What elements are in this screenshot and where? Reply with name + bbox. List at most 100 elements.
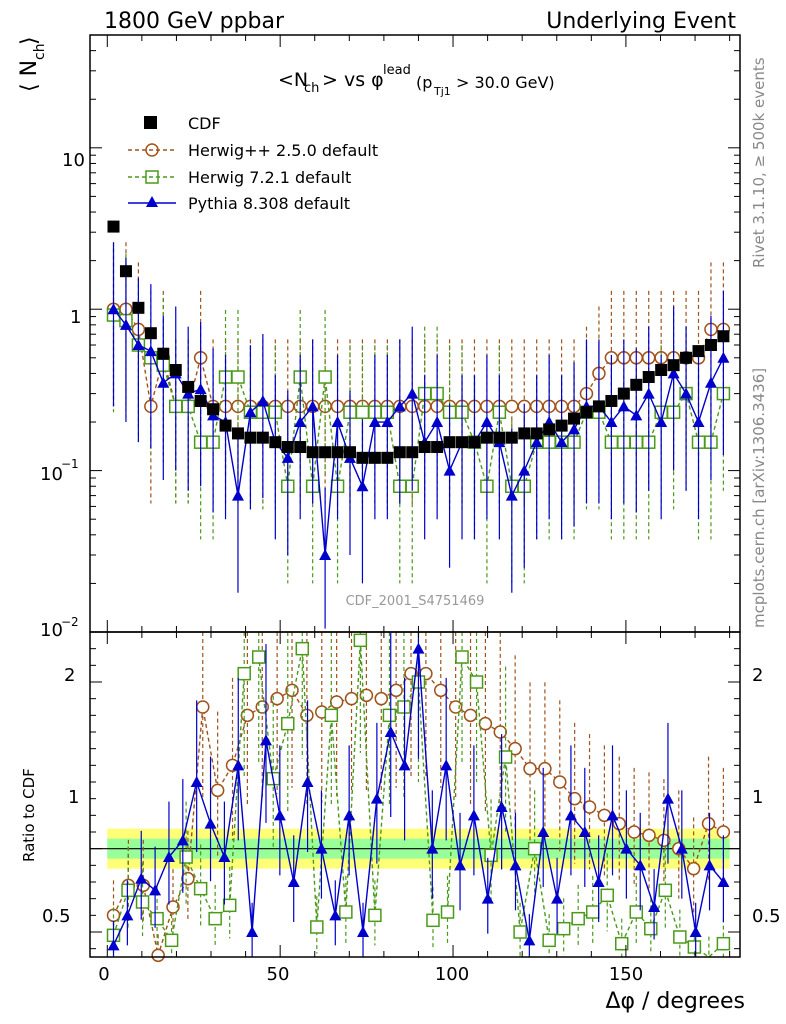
ratio-point-herwigpp (389, 683, 403, 698)
data-point-pythia (704, 376, 717, 388)
ratio-point-herwig7 (426, 913, 440, 928)
ratio-point-herwig7 (339, 905, 353, 919)
ratio-point-herwig7 (469, 675, 484, 689)
data-point-herwigpp (505, 399, 519, 414)
ratio-point-herwigpp (448, 700, 463, 714)
data-point-pythia (393, 400, 406, 412)
ratio-point-pythia (634, 859, 647, 871)
ratio-point-pythia (218, 851, 231, 862)
series-layer (106, 220, 731, 963)
ratio-point-pythia (315, 842, 328, 854)
ratio-point-pythia (301, 776, 314, 787)
data-point-pythia (119, 318, 132, 330)
axis-ticks (90, 34, 740, 957)
x-tick-label-100: 100 (435, 964, 469, 985)
ratio-point-herwig7 (527, 841, 542, 856)
ratio-point-herwig7 (687, 940, 702, 954)
data-point-pythia (518, 464, 531, 476)
ratio-point-pythia (121, 909, 134, 921)
data-point-cdf (431, 441, 444, 454)
series-cdf (107, 220, 730, 464)
ratio-point-herwigpp (523, 761, 537, 776)
ratio-point-pythia (537, 826, 550, 837)
ratio-point-pythia (592, 876, 605, 887)
data-point-pythia (368, 416, 381, 428)
data-point-pythia (157, 376, 170, 388)
ratio-point-herwig7 (556, 921, 571, 936)
ratio-point-pythia (578, 826, 591, 837)
data-point-cdf (344, 446, 356, 459)
data-point-cdf (480, 431, 493, 444)
ratio-point-herwigpp (582, 800, 597, 814)
ratio-y-axis-label: Ratio to CDF (20, 768, 38, 862)
ratio-point-pythia (467, 809, 480, 821)
title-tail: > 30.0 GeV) (456, 73, 555, 92)
data-point-cdf (443, 436, 456, 449)
ratio-point-pythia (232, 759, 245, 771)
ratio-point-pythia (204, 817, 217, 829)
main-y-tick-label-0p1: 10 (40, 464, 63, 485)
data-point-cdf (655, 364, 668, 377)
data-point-pythia (568, 423, 581, 435)
x-axis-label: Δφ / degrees (605, 989, 745, 1014)
ratio-point-pythia (107, 939, 120, 951)
ratio-y-tick-label-1-right: 1 (752, 787, 763, 808)
data-point-herwig7 (231, 370, 245, 384)
data-point-cdf (630, 378, 643, 391)
ratio-point-pythia (246, 926, 259, 937)
data-point-pythia (381, 416, 394, 428)
ratio-point-pythia (509, 859, 522, 871)
ratio-point-herwigpp (538, 761, 552, 776)
ratio-point-herwig7 (455, 650, 469, 664)
title-sub-ch: ch (304, 81, 319, 96)
main-y-tick-label-0p1-exp: −1 (61, 457, 79, 471)
svg-text:⟩: ⟩ (17, 36, 42, 45)
ratio-point-pythia (259, 734, 272, 746)
ratio-point-pythia (370, 792, 383, 804)
data-point-pythia (617, 400, 630, 412)
data-point-cdf (518, 427, 531, 440)
ratio-point-pythia (564, 809, 577, 821)
data-point-cdf (182, 380, 195, 393)
ratio-point-herwigpp (493, 725, 508, 739)
ratio-point-herwig7 (281, 716, 295, 731)
data-point-pythia (530, 436, 543, 448)
ratio-point-herwigpp (181, 871, 195, 886)
data-point-pythia (319, 548, 332, 560)
ratio-point-pythia (717, 876, 730, 887)
data-point-cdf (617, 387, 630, 400)
ratio-point-pythia (162, 851, 175, 862)
data-point-cdf (281, 441, 294, 454)
ratio-point-herwig7 (222, 898, 237, 913)
title-mid: > vs φ (322, 69, 384, 91)
ratio-point-pythia (523, 934, 536, 946)
ratio-y-tick-label-2-right: 2 (752, 665, 763, 686)
ratio-point-herwig7 (440, 905, 455, 919)
data-point-cdf (119, 265, 132, 278)
data-point-cdf (692, 345, 705, 358)
data-point-cdf (704, 339, 717, 352)
ratio-point-herwigpp (196, 700, 210, 714)
ratio-point-herwig7 (397, 700, 411, 714)
data-point-pythia (107, 303, 120, 315)
data-point-cdf (530, 427, 543, 440)
data-point-cdf (244, 431, 257, 444)
ratio-point-pythia (495, 801, 508, 812)
ratio-point-herwig7 (716, 936, 731, 951)
data-point-pythia (194, 383, 207, 395)
data-point-pythia (443, 464, 456, 476)
ratio-point-herwigpp (359, 688, 374, 703)
ratio-point-pythia (135, 872, 148, 884)
data-point-pythia (406, 387, 419, 399)
ratio-point-pythia (648, 901, 661, 912)
ratio-y-tick-label-0p5: 0.5 (42, 906, 71, 927)
title-sup-lead: lead (383, 63, 411, 78)
ratio-point-pythia (454, 859, 467, 871)
ratio-y-tick-label-0p5-right: 0.5 (752, 906, 781, 927)
ratio-point-pythia (703, 859, 716, 871)
data-point-pythia (717, 351, 730, 363)
ratio-point-pythia (412, 642, 425, 654)
ratio-point-herwigpp (300, 708, 314, 723)
data-point-cdf (717, 330, 730, 343)
data-point-pythia (505, 489, 518, 501)
